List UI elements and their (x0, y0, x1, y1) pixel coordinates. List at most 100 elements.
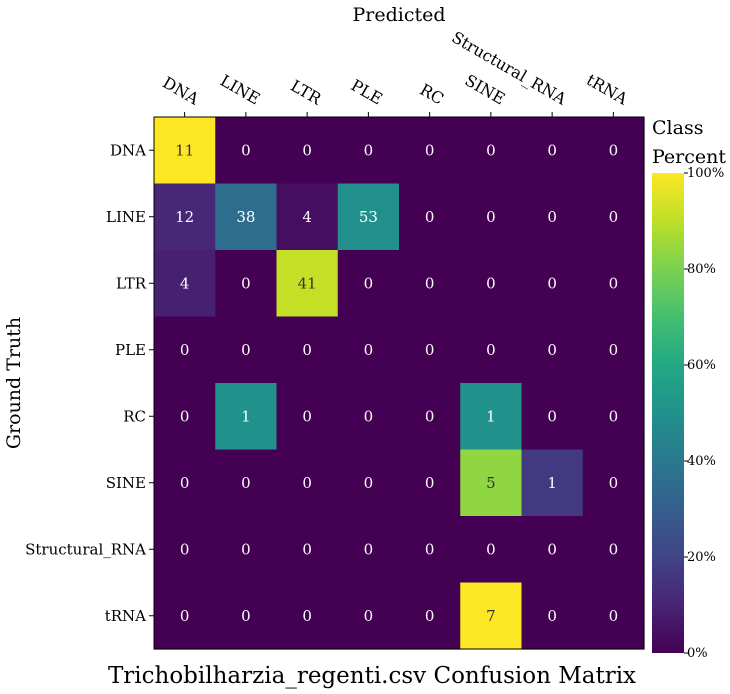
cell-value-label: 0 (241, 141, 251, 159)
cell-value-label: 0 (425, 341, 435, 359)
heatmap-cell (460, 117, 523, 185)
cell-value-label: 0 (302, 474, 312, 492)
cell-value-label: 0 (364, 141, 374, 159)
heatmap-cell (154, 316, 216, 384)
heatmap-cell (337, 449, 400, 517)
cell-value-label: 0 (302, 407, 312, 425)
cell-value-label: 0 (425, 540, 435, 558)
cell-value-label: 0 (609, 407, 619, 425)
heatmap-cell (399, 117, 461, 185)
heatmap-cell (399, 383, 461, 451)
heatmap-cell (460, 383, 523, 451)
y-axis-title: Ground Truth (3, 317, 25, 449)
heatmap-cell (276, 250, 339, 318)
cell-value-label: 1 (241, 407, 251, 425)
cell-value-label: 0 (425, 208, 435, 226)
heatmap-cell (276, 183, 339, 251)
heatmap-cell (399, 183, 461, 251)
cell-value-label: 0 (425, 474, 435, 492)
cell-value-label: 0 (241, 607, 251, 625)
heatmap-cell (582, 183, 645, 251)
cell-value-label: 0 (364, 474, 374, 492)
y-tick-label: RC (123, 407, 146, 425)
cell-value-label: 0 (547, 141, 557, 159)
colorbar-gradient (652, 173, 684, 653)
heatmap-cell (215, 582, 278, 650)
cell-value-label: 0 (302, 607, 312, 625)
heatmap-cell (582, 383, 645, 451)
x-tick-label: LTR (287, 76, 325, 109)
heatmap-cell (521, 449, 584, 517)
x-tick-label: LINE (217, 71, 263, 109)
colorbar-tick-label: 40% (687, 454, 716, 469)
cell-value-label: 41 (298, 274, 317, 292)
heatmap-cell (154, 117, 216, 185)
heatmap-cell (215, 183, 278, 251)
cell-value-label: 5 (486, 474, 496, 492)
cell-value-label: 0 (486, 341, 496, 359)
y-tick-label: LTR (116, 274, 147, 292)
colorbar-tick-label: 80% (687, 262, 716, 277)
x-tick-label: tRNA (583, 70, 631, 109)
cell-value-label: 38 (236, 208, 255, 226)
heatmap-cell (582, 449, 645, 517)
heatmap-cell (154, 250, 216, 318)
heatmap-cell (521, 383, 584, 451)
heatmap-cell (215, 516, 278, 584)
cell-value-label: 0 (241, 341, 251, 359)
heatmap-cell (460, 449, 523, 517)
cell-value-label: 0 (609, 141, 619, 159)
cell-value-label: 0 (180, 540, 190, 558)
cell-value-label: 4 (180, 274, 190, 292)
heatmap-cell (154, 516, 216, 584)
heatmap-cell (276, 516, 339, 584)
heatmap-cell (154, 383, 216, 451)
cell-value-label: 0 (486, 540, 496, 558)
x-tick-label: Structural_RNA (448, 28, 570, 109)
cell-value-label: 0 (425, 274, 435, 292)
y-tick-labels: DNA LINE LTR PLE RC SINE Structural_RNA tRNA (25, 141, 154, 625)
heatmap-cell (399, 516, 461, 584)
cell-value-label: 0 (547, 341, 557, 359)
cell-value-label: 0 (609, 607, 619, 625)
y-tick-label: SINE (106, 474, 146, 492)
heatmap-cell (276, 117, 339, 185)
cell-value-label: 1 (547, 474, 557, 492)
heatmap-cell (337, 183, 400, 251)
cell-value-label: 0 (547, 540, 557, 558)
cell-value-label: 0 (241, 540, 251, 558)
cell-value-label: 0 (547, 274, 557, 292)
cell-value-label: 1 (486, 407, 496, 425)
colorbar-title-line-1: Class (652, 117, 703, 139)
heatmap-cells: 11 0 0 0 0 0 0 012 38 4 53 0 0 0 04 0 41 0 0 0 0 00 0 0 0 0 0 0 00 1 0… (154, 117, 645, 650)
cell-value-label: 0 (609, 341, 619, 359)
heatmap-cell (215, 383, 278, 451)
cell-value-label: 0 (180, 474, 190, 492)
cell-value-label: 12 (175, 208, 194, 226)
cell-value-label: 0 (364, 607, 374, 625)
cell-value-label: 0 (486, 208, 496, 226)
heatmap-cell (460, 250, 523, 318)
cell-value-label: 0 (302, 341, 312, 359)
x-tick-label: PLE (348, 75, 386, 108)
heatmap-cell (521, 117, 584, 185)
y-tick-label: PLE (115, 341, 146, 359)
heatmap-cell (460, 316, 523, 384)
colorbar-tick-label: 0% (687, 646, 708, 661)
chart-title: Trichobilharzia_regenti.csv Confusion Ma… (108, 663, 636, 689)
cell-value-label: 0 (609, 274, 619, 292)
cell-value-label: 0 (547, 208, 557, 226)
y-tick-label: LINE (106, 208, 146, 226)
heatmap-cell (399, 449, 461, 517)
cell-value-label: 0 (302, 141, 312, 159)
cell-value-label: 0 (364, 341, 374, 359)
cell-value-label: 0 (547, 607, 557, 625)
cell-value-label: 0 (180, 341, 190, 359)
heatmap-cell (154, 183, 216, 251)
heatmap-cell (521, 316, 584, 384)
y-tick-label: DNA (110, 141, 146, 159)
heatmap-cell (276, 383, 339, 451)
